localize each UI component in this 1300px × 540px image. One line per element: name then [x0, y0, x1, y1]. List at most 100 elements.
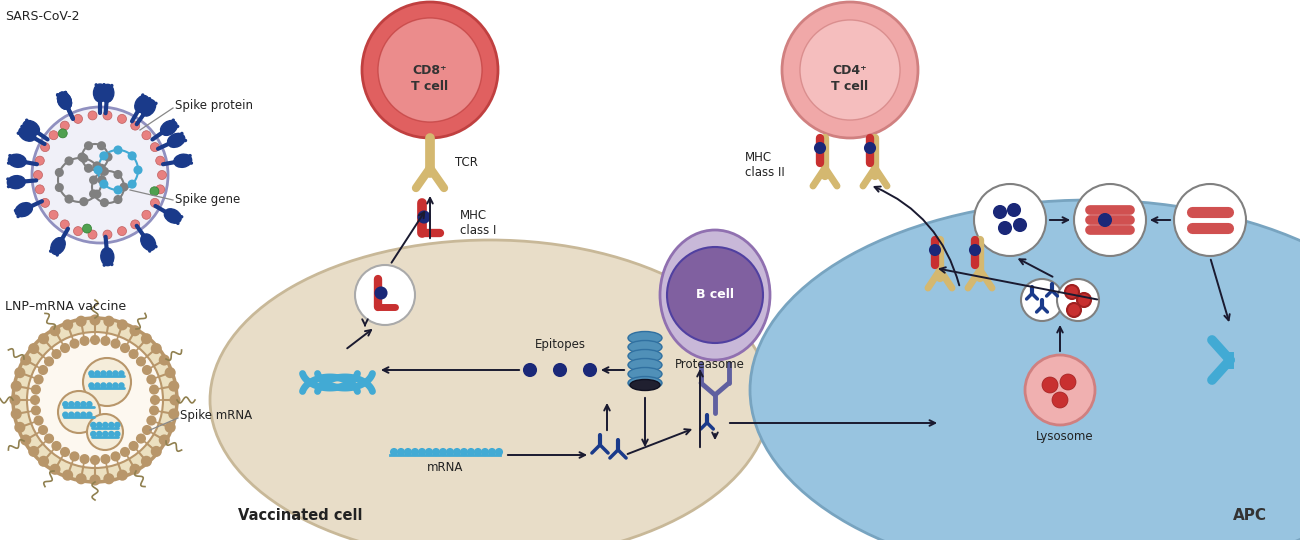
Circle shape — [151, 396, 159, 404]
Circle shape — [100, 152, 108, 159]
Circle shape — [60, 220, 69, 229]
Circle shape — [29, 344, 38, 353]
Circle shape — [157, 171, 166, 179]
Circle shape — [1024, 355, 1095, 425]
Circle shape — [40, 198, 49, 207]
Circle shape — [433, 449, 439, 455]
Circle shape — [91, 432, 95, 436]
Ellipse shape — [1020, 279, 1063, 321]
Circle shape — [16, 423, 25, 432]
Circle shape — [95, 383, 100, 388]
Circle shape — [101, 168, 108, 175]
Ellipse shape — [57, 92, 72, 109]
Circle shape — [94, 191, 100, 198]
Circle shape — [103, 230, 112, 239]
Circle shape — [130, 465, 139, 474]
Circle shape — [84, 142, 92, 149]
Circle shape — [165, 368, 174, 377]
Circle shape — [90, 191, 97, 198]
Circle shape — [29, 447, 38, 456]
Circle shape — [474, 449, 481, 455]
Circle shape — [974, 184, 1046, 256]
Text: Proteasome: Proteasome — [675, 359, 745, 372]
Circle shape — [39, 334, 48, 343]
Circle shape — [51, 465, 60, 474]
Text: SARS-CoV-2: SARS-CoV-2 — [5, 10, 79, 23]
Circle shape — [151, 198, 160, 207]
Circle shape — [150, 187, 159, 196]
Circle shape — [113, 372, 117, 376]
Circle shape — [143, 366, 151, 374]
Circle shape — [152, 447, 161, 456]
Circle shape — [91, 315, 100, 325]
Circle shape — [152, 344, 161, 353]
Circle shape — [118, 320, 127, 329]
Circle shape — [75, 413, 79, 417]
Circle shape — [103, 432, 108, 436]
Circle shape — [98, 423, 101, 427]
Circle shape — [99, 177, 105, 184]
Circle shape — [104, 153, 112, 160]
Ellipse shape — [8, 154, 26, 167]
Circle shape — [113, 383, 117, 388]
Circle shape — [35, 185, 44, 194]
Circle shape — [94, 163, 100, 170]
Circle shape — [142, 457, 151, 466]
Circle shape — [95, 372, 100, 376]
Circle shape — [64, 402, 68, 407]
Circle shape — [994, 206, 1006, 218]
Text: Epitopes: Epitopes — [534, 338, 585, 351]
Circle shape — [419, 449, 425, 455]
Circle shape — [46, 435, 53, 443]
Circle shape — [468, 449, 474, 455]
Circle shape — [49, 210, 58, 219]
Circle shape — [497, 449, 502, 455]
Circle shape — [90, 372, 94, 376]
Circle shape — [1098, 214, 1112, 226]
Circle shape — [35, 375, 43, 383]
Circle shape — [35, 156, 44, 165]
Text: MHC
class II: MHC class II — [745, 151, 785, 179]
Circle shape — [39, 457, 48, 466]
Circle shape — [398, 449, 404, 455]
Circle shape — [426, 449, 432, 455]
Circle shape — [56, 169, 62, 176]
Circle shape — [156, 156, 165, 165]
Circle shape — [142, 131, 151, 140]
Text: APC: APC — [1232, 508, 1268, 523]
Circle shape — [100, 181, 108, 187]
Circle shape — [101, 383, 105, 388]
Circle shape — [1067, 303, 1082, 317]
Circle shape — [454, 449, 460, 455]
Circle shape — [169, 409, 178, 418]
Circle shape — [13, 318, 177, 482]
Circle shape — [1076, 293, 1091, 307]
Circle shape — [98, 432, 101, 436]
Circle shape — [103, 111, 112, 120]
Circle shape — [117, 227, 126, 235]
Text: Spike mRNA: Spike mRNA — [179, 408, 252, 422]
Circle shape — [88, 111, 98, 120]
Circle shape — [39, 366, 47, 374]
Circle shape — [10, 395, 20, 404]
Text: B cell: B cell — [696, 288, 734, 301]
Circle shape — [120, 372, 124, 376]
Ellipse shape — [628, 332, 662, 345]
Circle shape — [930, 245, 940, 255]
Circle shape — [77, 317, 86, 326]
Circle shape — [142, 210, 151, 219]
Circle shape — [129, 152, 135, 159]
Circle shape — [150, 407, 159, 414]
Circle shape — [52, 350, 60, 358]
Circle shape — [103, 423, 108, 427]
Circle shape — [27, 332, 162, 468]
Text: TCR: TCR — [455, 157, 478, 170]
Circle shape — [95, 166, 101, 173]
Circle shape — [355, 265, 415, 325]
Circle shape — [81, 337, 88, 345]
Text: CD8⁺
T cell: CD8⁺ T cell — [411, 64, 448, 92]
Circle shape — [998, 222, 1011, 234]
Circle shape — [107, 383, 112, 388]
Text: Spike gene: Spike gene — [176, 193, 240, 206]
Circle shape — [136, 357, 146, 366]
